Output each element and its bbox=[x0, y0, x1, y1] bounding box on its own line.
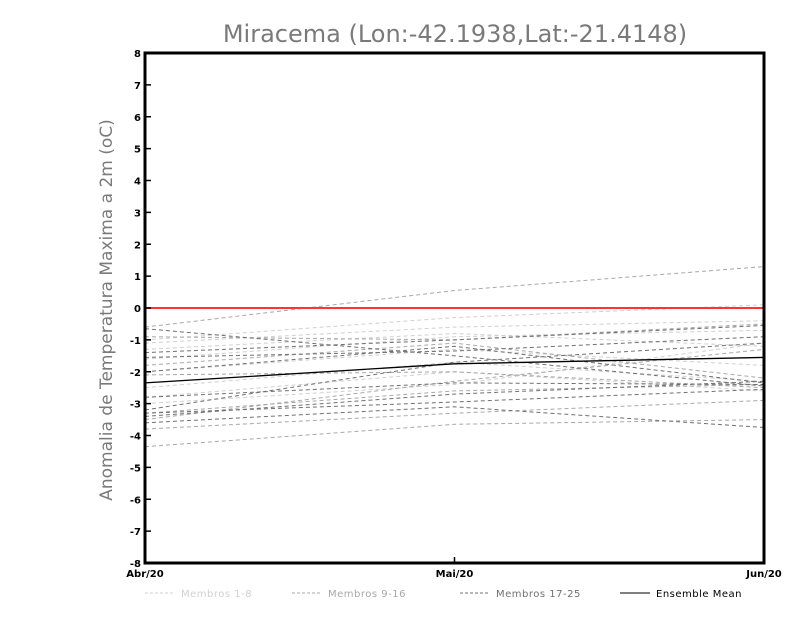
y-tick-label: 4 bbox=[134, 177, 141, 188]
plot-area: -8 -7 -6 -5 -4 -3 -2 -1 0 1 2 3 4 5 6 7 8 Abr/20 Mai/20 Jun… bbox=[126, 49, 782, 580]
member-line-m3 bbox=[144, 329, 765, 360]
member-line-m8 bbox=[144, 320, 765, 344]
y-tick-label: 8 bbox=[134, 49, 141, 60]
legend-label: Membros 9-16 bbox=[328, 589, 406, 600]
y-tick-label: -8 bbox=[130, 559, 141, 570]
member-line-m11 bbox=[144, 342, 765, 379]
legend-label: Ensemble Mean bbox=[656, 589, 742, 600]
y-tick-label: -6 bbox=[130, 495, 141, 506]
legend-label: Membros 17-25 bbox=[496, 589, 581, 600]
chart-title: Miracema (Lon:-42.1938,Lat:-21.4148) bbox=[223, 20, 687, 48]
ensemble-mean-line bbox=[144, 356, 765, 384]
y-tick-label: -4 bbox=[130, 432, 141, 443]
member-line-m2 bbox=[144, 332, 765, 350]
member-line-m4 bbox=[144, 348, 765, 373]
member-line-m23 bbox=[144, 380, 765, 417]
member-line-m19 bbox=[144, 336, 765, 358]
member-line-m12 bbox=[144, 371, 765, 389]
y-tick-label: 0 bbox=[134, 304, 141, 315]
member-line-m17 bbox=[144, 328, 765, 387]
y-tick-label: 2 bbox=[134, 240, 141, 251]
member-line-m25 bbox=[144, 388, 765, 414]
member-line-m7 bbox=[144, 342, 765, 405]
member-line-m24 bbox=[144, 406, 765, 428]
member-line-m20 bbox=[144, 345, 765, 384]
y-tick-label: -5 bbox=[130, 463, 141, 474]
y-tick-label: -1 bbox=[130, 336, 141, 347]
member-line-m5 bbox=[144, 361, 765, 389]
y-tick-label: -3 bbox=[130, 400, 141, 411]
y-tick-label: -2 bbox=[130, 368, 141, 379]
member-line-m15 bbox=[144, 419, 765, 448]
y-tick-label: -7 bbox=[130, 527, 141, 538]
y-tick-label: 5 bbox=[134, 145, 141, 156]
member-line-m18 bbox=[144, 325, 765, 354]
y-axis-label: Anomalia de Temperatura Maxima a 2m (oC) bbox=[97, 119, 117, 501]
member-line-m14 bbox=[144, 399, 765, 430]
member-line-m16 bbox=[144, 384, 765, 414]
member-line-m22 bbox=[144, 342, 765, 411]
y-tick-label: 6 bbox=[134, 113, 141, 124]
y-tick-label: 3 bbox=[134, 208, 141, 219]
x-tick-label: Abr/20 bbox=[126, 569, 163, 580]
legend: Membros 1-8 Membros 9-16 Membros 17-25 Ense… bbox=[145, 589, 742, 600]
y-tick-label: 7 bbox=[134, 81, 141, 92]
legend-label: Membros 1-8 bbox=[181, 589, 252, 600]
y-tick-label: 1 bbox=[134, 272, 141, 283]
member-line-m9 bbox=[144, 266, 765, 328]
x-tick-label: Jun/20 bbox=[745, 569, 782, 580]
member-line-m21 bbox=[144, 382, 765, 398]
x-tick-label: Mai/20 bbox=[436, 569, 474, 580]
member-line-m1 bbox=[144, 304, 765, 341]
